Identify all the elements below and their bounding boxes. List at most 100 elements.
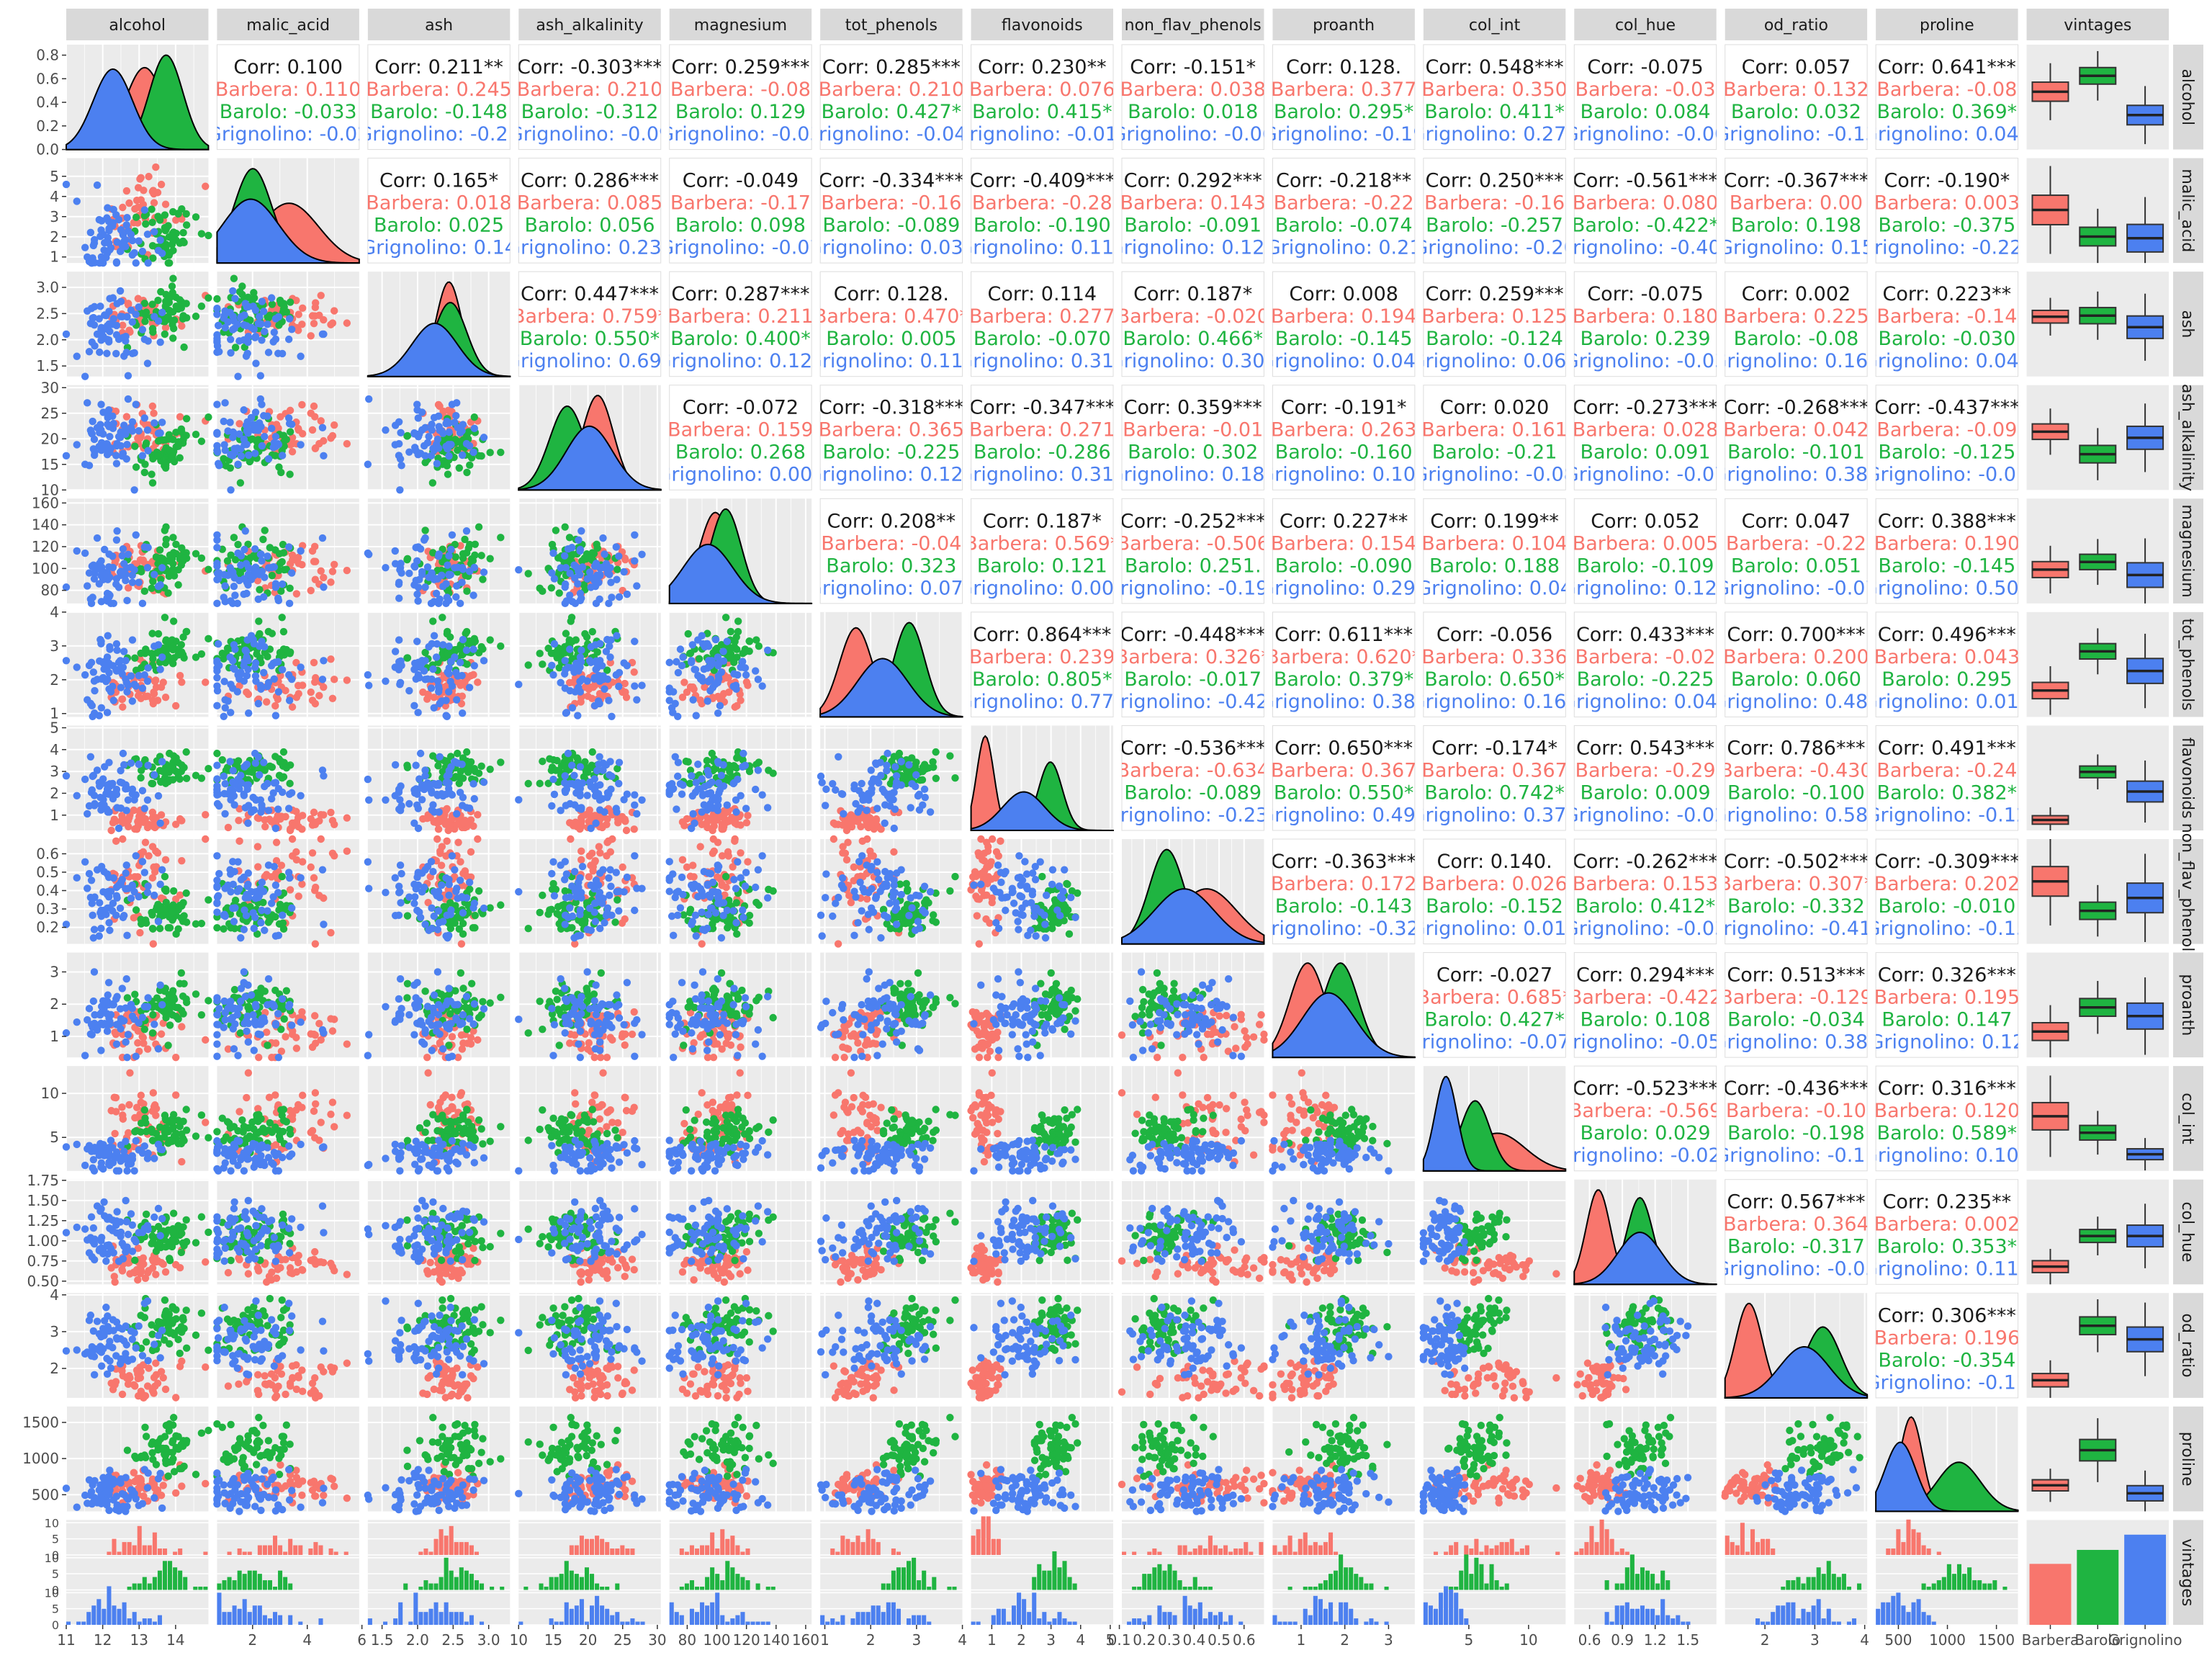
point-Grignolino <box>120 560 127 567</box>
corr-text: Barbera: 0.326* <box>1115 646 1271 668</box>
point-Grignolino <box>268 294 275 301</box>
corr-text: Corr: -0.273*** <box>1573 397 1718 419</box>
corr-text: Corr: -0.437*** <box>1874 397 2020 419</box>
point-Barbera <box>318 417 325 424</box>
point-Grignolino <box>883 767 890 774</box>
point-Grignolino <box>701 643 709 650</box>
point-Barbera <box>320 811 327 818</box>
point-Grignolino <box>90 668 97 676</box>
point-Grignolino <box>243 672 251 679</box>
point-Barolo <box>149 242 156 249</box>
point-Barbera <box>679 694 686 701</box>
point-Grignolino <box>549 776 557 783</box>
point-Grignolino <box>764 647 771 654</box>
point-Grignolino <box>120 352 127 359</box>
point-Grignolino <box>117 287 124 295</box>
point-Grignolino <box>132 852 140 859</box>
point-Grignolino <box>249 636 256 643</box>
point-Barolo <box>230 275 238 282</box>
point-Barbera <box>603 821 610 828</box>
point-Grignolino <box>63 583 70 591</box>
point-Grignolino <box>144 761 151 768</box>
point-Grignolino <box>879 786 886 793</box>
point-Barolo <box>712 646 719 653</box>
point-Barolo <box>178 544 185 552</box>
point-Grignolino <box>260 669 267 676</box>
corr-text: Grignolino: 0.017 <box>1863 691 2031 713</box>
point-Barolo <box>594 648 601 655</box>
point-Grignolino <box>252 359 259 367</box>
point-Grignolino <box>125 372 132 380</box>
point-Grignolino <box>716 786 724 794</box>
point-Barolo <box>170 887 177 895</box>
point-Barolo <box>155 630 162 637</box>
point-Grignolino <box>106 449 113 456</box>
point-Barolo <box>536 585 543 592</box>
point-Barolo <box>204 566 212 573</box>
point-Grignolino <box>577 763 584 771</box>
corr-text: Grignolino: -0.00 <box>1564 123 1727 145</box>
point-Barbera <box>343 319 351 326</box>
point-Grignolino <box>601 550 608 557</box>
point-Grignolino <box>694 761 701 768</box>
point-Barolo <box>192 213 199 220</box>
point-Grignolino <box>73 441 81 448</box>
point-Grignolino <box>144 447 151 454</box>
point-Grignolino <box>417 750 424 757</box>
corr-text: Barolo: -0.225 <box>822 441 960 464</box>
point-Grignolino <box>603 636 611 643</box>
y-tick-label: 1 <box>50 248 59 266</box>
corr-text: Barolo: -0.100 <box>1727 781 1865 804</box>
point-Barolo <box>477 452 485 460</box>
corr-text: Barbera: 0.336 <box>1421 646 1568 668</box>
point-Barolo <box>444 470 451 478</box>
point-Grignolino <box>110 874 117 882</box>
point-Barolo <box>261 526 269 534</box>
point-Grignolino <box>382 564 389 571</box>
point-Grignolino <box>698 632 706 639</box>
point-Barolo <box>169 289 176 296</box>
corr-text: Grignolino: 0.485 <box>1712 691 1880 713</box>
point-Barbera <box>419 689 426 696</box>
point-Grignolino <box>435 686 442 693</box>
point-Grignolino <box>428 426 436 434</box>
point-Grignolino <box>113 667 120 674</box>
point-Barolo <box>539 758 546 765</box>
point-Grignolino <box>865 790 872 797</box>
point-Grignolino <box>631 557 638 565</box>
point-Grignolino <box>396 681 403 688</box>
corr-text: Barolo: 0.268 <box>675 441 806 464</box>
point-Barolo <box>463 748 470 756</box>
point-Grignolino <box>677 780 684 787</box>
point-Grignolino <box>669 709 676 716</box>
point-Grignolino <box>458 761 465 768</box>
strip-label-right-vintages: vintages <box>2178 1538 2196 1606</box>
corr-text: Barbera: -0.08 <box>670 79 811 101</box>
y-tick-label: 2 <box>50 784 59 802</box>
point-Barolo <box>154 297 161 304</box>
point-Barbera <box>150 199 158 206</box>
point-Barbera <box>850 817 858 825</box>
point-Grignolino <box>577 653 584 660</box>
point-Barolo <box>154 452 161 460</box>
point-Grignolino <box>144 426 151 434</box>
corr-text: Barbera: 0.239 <box>969 646 1115 668</box>
corr-text: Grignolino: 0.043 <box>1259 350 1428 372</box>
corr-text: Corr: -0.367*** <box>1724 170 1869 192</box>
point-Grignolino <box>110 206 117 213</box>
point-Grignolino <box>91 800 98 807</box>
corr-text: Grignolino: -0.235 <box>1105 804 1281 826</box>
point-Grignolino <box>575 667 582 674</box>
corr-text: Grignolino: 0.270 <box>1411 123 1579 145</box>
point-Barolo <box>169 552 176 559</box>
point-Grignolino <box>141 543 148 550</box>
corr-text: Corr: 0.359*** <box>1124 397 1262 419</box>
point-Grignolino <box>480 568 487 575</box>
strip-label-ash_alkalinity: ash_alkalinity <box>536 17 643 35</box>
point-Grignolino <box>89 713 96 720</box>
